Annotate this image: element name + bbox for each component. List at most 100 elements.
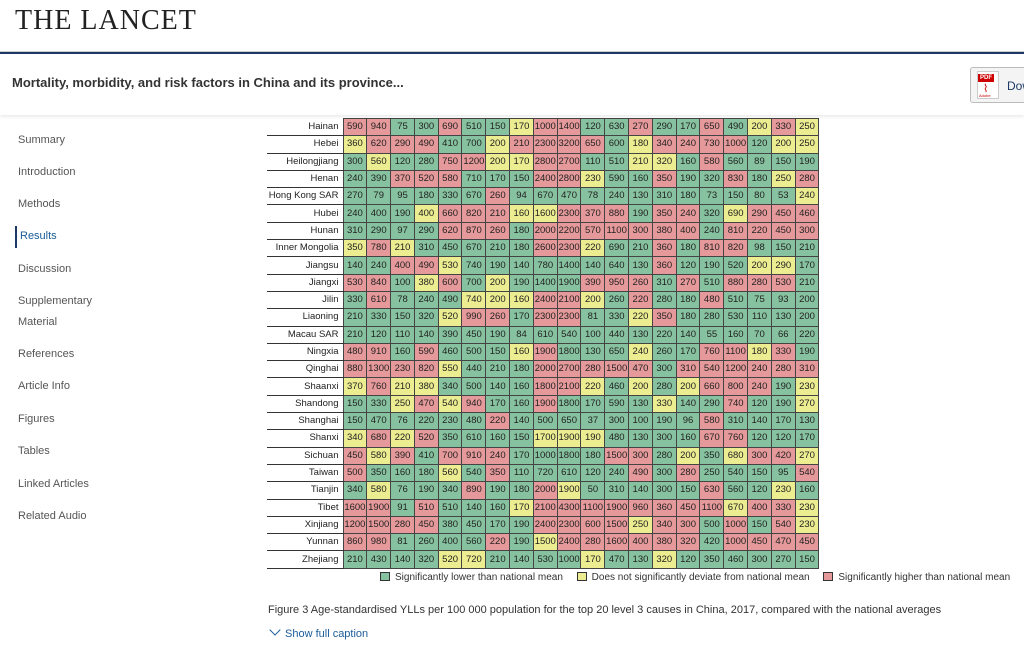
table-cell: 140 bbox=[675, 394, 701, 414]
table-cell: 75 bbox=[390, 117, 415, 137]
table-cell: 290 bbox=[413, 221, 439, 241]
nav-linked-articles[interactable]: Linked Articles bbox=[18, 478, 89, 490]
adobe-swoosh-icon: ⌇ bbox=[983, 83, 989, 95]
nav-results[interactable]: Results bbox=[15, 226, 125, 248]
table-cell: 250 bbox=[390, 394, 415, 414]
nav-references[interactable]: References bbox=[18, 348, 75, 360]
table-cell: 450 bbox=[413, 515, 439, 535]
nav-discussion[interactable]: Discussion bbox=[18, 263, 72, 275]
table-cell: 190 bbox=[699, 256, 725, 275]
table-cell: 300 bbox=[651, 481, 677, 500]
table-cell: 220 bbox=[485, 533, 511, 552]
table-cell: 2700 bbox=[556, 360, 582, 379]
table-cell: 760 bbox=[699, 342, 725, 362]
table-cell: 170 bbox=[485, 169, 511, 189]
table-cell: 120 bbox=[747, 481, 772, 500]
table-cell: 210 bbox=[390, 377, 415, 396]
table-cell: 2100 bbox=[556, 377, 582, 396]
table-cell: 180 bbox=[509, 360, 534, 379]
table-cell: 370 bbox=[342, 377, 368, 396]
table-cell: 270 bbox=[628, 117, 653, 137]
lancet-logo[interactable]: THE LANCET bbox=[15, 5, 197, 36]
table-cell: 490 bbox=[413, 135, 439, 154]
table-cell: 280 bbox=[675, 463, 701, 483]
table-cell: 220 bbox=[580, 377, 606, 396]
table-cell: 370 bbox=[580, 204, 606, 223]
table-cell: 660 bbox=[437, 204, 463, 223]
table-cell: 340 bbox=[342, 481, 368, 500]
table-cell: 250 bbox=[794, 135, 820, 154]
table-cell: 2400 bbox=[532, 515, 558, 535]
table-cell: 520 bbox=[413, 429, 439, 448]
table-cell: 340 bbox=[437, 377, 463, 396]
nav-related-audio[interactable]: Related Audio bbox=[18, 510, 87, 522]
table-cell: 190 bbox=[509, 533, 534, 552]
table-cell: 560 bbox=[437, 463, 463, 483]
table-cell: 460 bbox=[437, 342, 463, 362]
nav-supplementary-material[interactable]: Supplementary Material bbox=[18, 295, 92, 328]
table-cell: 690 bbox=[604, 239, 630, 258]
table-row: Inner Mongolia 350 780 210 310 450 670 210 180 26… bbox=[267, 239, 820, 258]
table-cell: 98 bbox=[747, 239, 772, 258]
table-cell: 620 bbox=[366, 135, 392, 154]
table-cell: 560 bbox=[723, 481, 749, 500]
nav-introduction[interactable]: Introduction bbox=[18, 166, 76, 178]
download-pdf-button[interactable]: PDF ⌇ Adobe Dow bbox=[970, 67, 1024, 103]
table-cell: 100 bbox=[628, 412, 653, 431]
province-label: Macau SAR bbox=[267, 326, 343, 344]
table-cell: 180 bbox=[413, 187, 439, 206]
table-cell: 260 bbox=[604, 290, 630, 310]
table-cell: 2300 bbox=[532, 308, 558, 327]
table-cell: 170 bbox=[580, 394, 606, 414]
table-cell: 240 bbox=[604, 187, 630, 206]
nav-tables[interactable]: Tables bbox=[18, 445, 50, 457]
table-cell: 320 bbox=[413, 308, 439, 327]
table-cell: 600 bbox=[604, 135, 630, 154]
table-cell: 200 bbox=[485, 290, 511, 310]
province-label: Liaoning bbox=[267, 308, 343, 327]
table-cell: 1200 bbox=[342, 515, 368, 535]
table-cell: 170 bbox=[794, 429, 820, 448]
table-cell: 280 bbox=[651, 377, 677, 396]
table-cell: 400 bbox=[747, 498, 772, 517]
table-cell: 420 bbox=[699, 533, 725, 552]
table-cell: 2800 bbox=[532, 152, 558, 171]
table-cell: 1600 bbox=[604, 533, 630, 552]
table-cell: 540 bbox=[723, 463, 749, 483]
table-row: Liaoning 210 330 150 320 520 990 260 170 2300 2300… bbox=[267, 308, 820, 327]
table-cell: 240 bbox=[699, 221, 725, 241]
table-cell: 510 bbox=[723, 290, 749, 310]
table-cell: 1100 bbox=[604, 221, 630, 241]
table-cell: 210 bbox=[390, 239, 415, 258]
table-cell: 300 bbox=[747, 446, 772, 465]
nav-summary[interactable]: Summary bbox=[18, 134, 66, 146]
table-cell: 450 bbox=[461, 515, 487, 535]
table-cell: 220 bbox=[628, 308, 653, 327]
table-cell: 150 bbox=[509, 169, 534, 189]
table-cell: 140 bbox=[390, 550, 415, 569]
table-cell: 680 bbox=[366, 429, 392, 448]
table-cell: 200 bbox=[485, 273, 511, 292]
table-cell: 170 bbox=[509, 446, 534, 465]
nav-article-info[interactable]: Article Info bbox=[18, 380, 70, 392]
show-full-caption-link[interactable]: Show full caption bbox=[269, 624, 368, 640]
nav-methods[interactable]: Methods bbox=[18, 198, 61, 210]
table-cell: 1400 bbox=[556, 117, 582, 137]
article-nav-sidebar: Summary Introduction Methods Results Dis… bbox=[0, 118, 240, 645]
table-cell: 190 bbox=[485, 256, 511, 275]
table-cell: 190 bbox=[794, 152, 820, 171]
table-cell: 210 bbox=[794, 273, 820, 292]
table-cell: 170 bbox=[485, 515, 511, 535]
legend-higher-label: Significantly higher than national mean bbox=[838, 572, 1011, 583]
province-label: Hainan bbox=[267, 118, 343, 137]
nav-figures[interactable]: Figures bbox=[18, 413, 55, 425]
table-cell: 910 bbox=[366, 342, 392, 362]
masthead: THE LANCET bbox=[0, 0, 1024, 52]
table-cell: 480 bbox=[604, 429, 630, 448]
table-cell: 2400 bbox=[556, 533, 582, 552]
table-cell: 240 bbox=[413, 290, 439, 310]
figure-legend: Significantly lower than national mean D… bbox=[380, 572, 1021, 583]
table-cell: 990 bbox=[461, 308, 487, 327]
province-label: Tianjin bbox=[267, 481, 343, 500]
table-cell: 360 bbox=[651, 256, 677, 275]
